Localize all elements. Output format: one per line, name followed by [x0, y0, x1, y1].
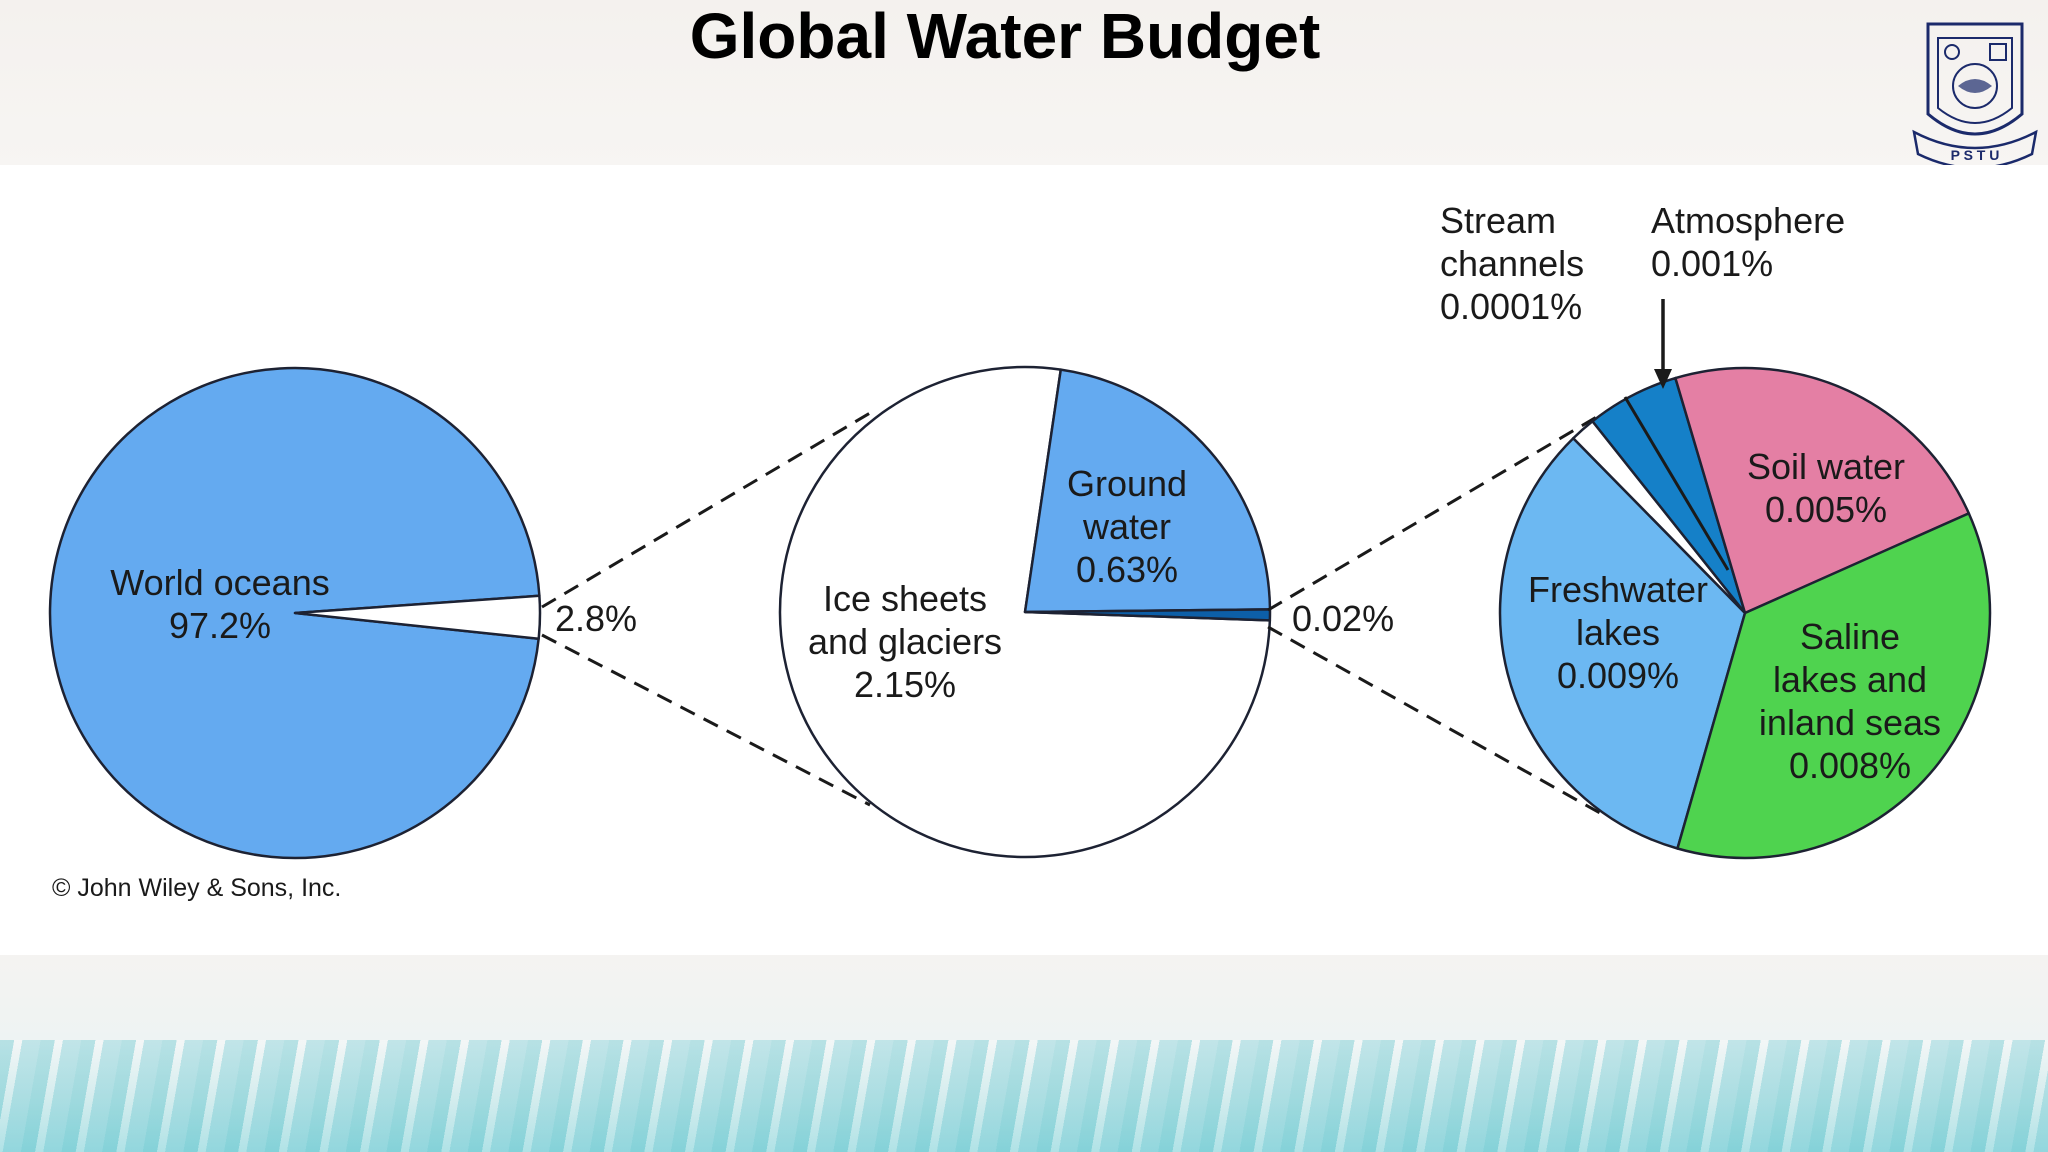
university-logo: P S T U — [1912, 22, 2038, 170]
pie3-label-stream: Stream channels 0.0001% — [1440, 200, 1584, 327]
connector-1-bottom — [541, 633, 871, 807]
pie1-slice-other — [293, 594, 542, 641]
copyright-text: © John Wiley & Sons, Inc. — [52, 874, 341, 902]
logo-letters: P S T U — [1951, 147, 2000, 163]
background-brush-stroke — [0, 1040, 2048, 1152]
connector-1-top — [541, 411, 871, 609]
water-budget-chart: World oceans 97.2% 2.8% Ice sheets and glaci… — [48, 200, 1992, 902]
pie3-slice-freshwater — [1498, 437, 1747, 850]
pie3-label-soil: Soil water 0.005% — [1747, 446, 1905, 530]
pie3-slice-saline — [1676, 512, 1992, 860]
pie2-label-other: 0.02% — [1292, 598, 1394, 639]
slide-title: Global Water Budget — [689, 0, 1321, 72]
pie2-label-ice: Ice sheets and glaciers 2.15% — [808, 578, 1002, 705]
connector-2-top — [1267, 413, 1601, 612]
background-top — [0, 0, 2048, 170]
pie3-label-freshwater: Freshwater lakes 0.009% — [1528, 569, 1708, 696]
pie2-label-ground-water: Ground water 0.63% — [1067, 463, 1187, 590]
pie3-leader-stream — [1623, 396, 1730, 571]
pie3-label-saline: Saline lakes and inland seas 0.008% — [1759, 616, 1941, 786]
pie1-label-other: 2.8% — [555, 598, 637, 639]
pie1-label-oceans: World oceans 97.2% — [110, 562, 329, 646]
connector-2-bottom — [1267, 625, 1601, 815]
pie3-label-atmosphere: Atmosphere 0.001% — [1651, 200, 1845, 284]
pie3-slice-soil — [1674, 366, 1971, 615]
pie3-leader-atmosphere-arrow — [1654, 369, 1672, 389]
pie2-slice-ground-water — [1023, 368, 1272, 614]
chart-panel: World oceans 97.2% 2.8% Ice sheets and glaci… — [0, 165, 2048, 955]
